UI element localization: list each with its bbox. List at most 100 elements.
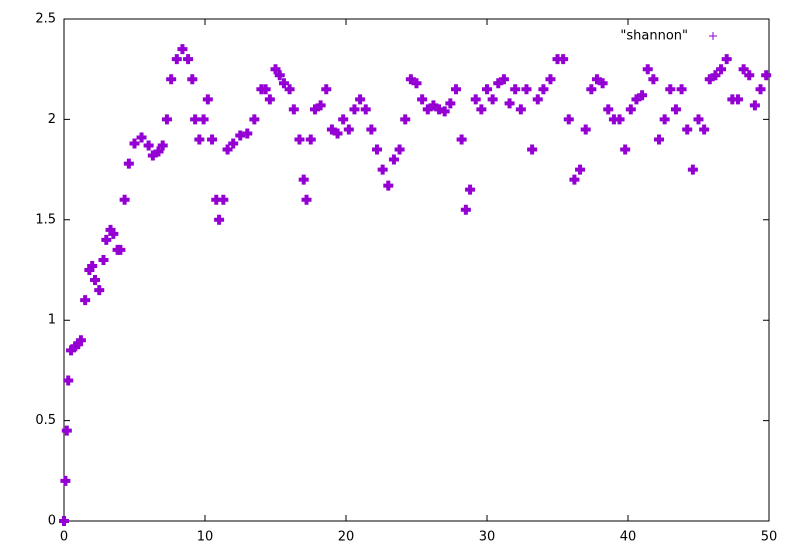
data-point [123,158,134,169]
data-point [620,144,631,155]
x-tick-label: 20 [338,530,355,545]
data-point [470,94,481,105]
data-point [101,234,112,245]
data-point [288,104,299,115]
data-point [294,134,305,145]
y-tick-label: 2.5 [35,12,56,27]
data-point [761,70,772,81]
data-point [228,138,239,149]
data-point [383,180,394,191]
data-point [60,475,71,486]
data-point [349,104,360,115]
data-point [301,194,312,205]
x-tick-label: 0 [60,530,68,545]
data-point [321,84,332,95]
data-point [515,104,526,115]
data-point [445,98,456,109]
data-point [153,146,164,157]
data-point [699,124,710,135]
data-point [460,204,471,215]
data-point [504,98,515,109]
data-point [147,150,158,161]
data-point [476,104,487,115]
data-point [388,154,399,165]
data-point [63,375,74,386]
data-point [355,94,366,105]
data-point [493,78,504,89]
data-point [631,94,642,105]
data-point [143,140,154,151]
data-point [591,74,602,85]
data-point [343,124,354,135]
data-point [338,114,349,125]
data-point [157,140,168,151]
data-point [75,335,86,346]
data-point [487,94,498,105]
data-point [755,84,766,95]
x-tick-label: 40 [620,530,637,545]
plot-border [63,18,770,522]
data-point [214,214,225,225]
data-point [510,84,521,95]
data-point [682,124,693,135]
data-point [278,78,289,89]
y-tick-label: 1 [48,313,56,328]
data-point [405,74,416,85]
data-point [187,74,198,85]
data-point [171,54,182,65]
data-point [284,84,295,95]
data-point [434,104,445,115]
data-point [115,244,126,255]
data-point [710,70,721,81]
data-point [693,114,704,125]
data-point [194,134,205,145]
data-point [108,228,119,239]
y-tick-label: 1.5 [35,212,56,227]
data-point [450,84,461,95]
data-point [428,100,439,111]
data-point [80,295,91,306]
data-point [648,74,659,85]
data-point [235,130,246,141]
data-point [642,64,653,75]
y-tick-label: 0 [48,514,56,529]
data-point [738,64,749,75]
data-point [87,260,98,271]
data-point [704,74,715,85]
data-point [305,134,316,145]
data-point [161,114,172,125]
data-point [527,144,538,155]
data-point [687,164,698,175]
legend-marker [709,32,717,40]
data-point [411,78,422,89]
data-point [90,275,101,286]
data-point [637,90,648,101]
data-point [400,114,411,125]
data-point [482,84,492,95]
data-point [665,84,676,95]
data-point [326,124,337,135]
data-point [575,164,586,175]
data-point [580,124,591,135]
data-point [654,134,665,145]
data-point [625,104,636,115]
data-point [545,74,556,85]
data-point [676,84,687,95]
data-point [332,128,343,139]
y-tick-label: 2 [48,112,56,127]
data-point [260,84,271,95]
data-point [166,74,177,85]
data-point [372,144,383,155]
data-point [270,64,281,75]
data-point [242,128,253,139]
data-point [603,104,614,115]
data-point [190,114,201,125]
data-point [744,70,755,81]
data-point [177,44,188,55]
data-point [721,54,732,65]
data-point [532,94,543,105]
data-point [222,144,233,155]
x-tick-label: 10 [197,530,214,545]
legend-label: "shannon" [620,29,688,44]
